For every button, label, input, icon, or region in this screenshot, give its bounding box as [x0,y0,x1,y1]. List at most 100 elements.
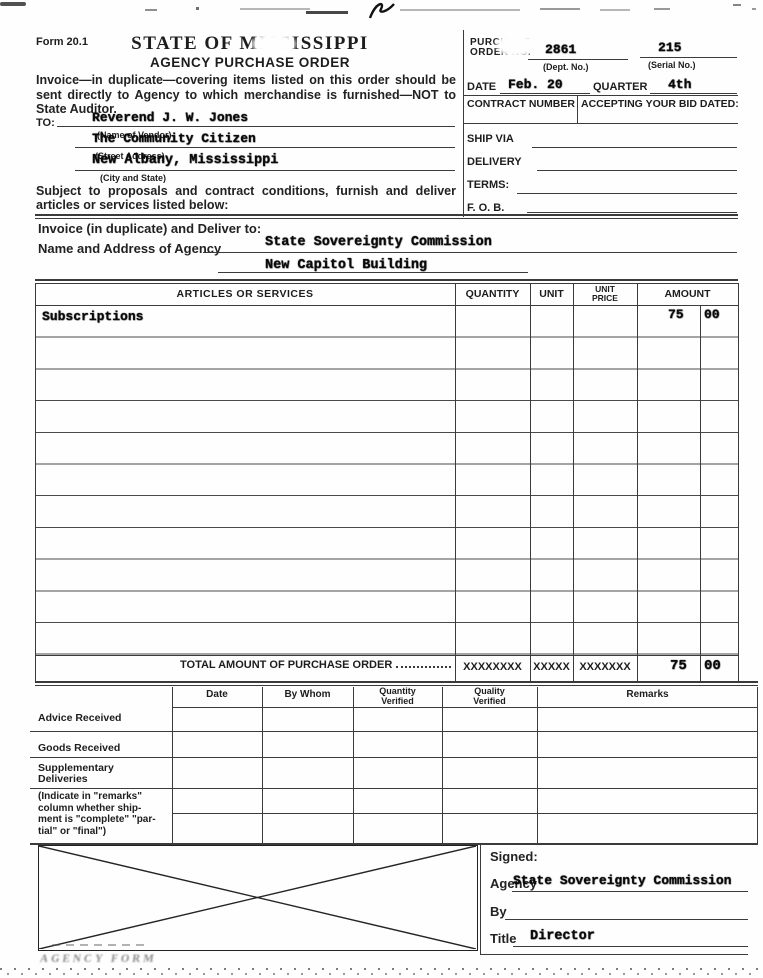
verification-header-underline [172,707,758,708]
voided-box [38,845,478,951]
scan-artifact [240,8,310,10]
amount-col-line [637,283,638,682]
quarter-value: 4th [668,77,692,92]
verification-quantity-header: Quantity Verified [379,686,416,706]
scan-artifact [145,9,157,11]
dotted-leader [396,666,451,668]
verification-col-line [172,687,173,844]
signature-title-label: Title [490,931,517,946]
item-amount-cents: 00 [704,307,720,322]
signature-box-left-border [480,845,481,955]
delivery-line [537,170,737,171]
items-table-right-border [738,283,739,682]
agency-address-line [218,272,528,273]
scan-squiggle [368,2,395,19]
items-table-top-border [35,279,738,281]
vendor-street-value: The Community Citizen [92,131,256,146]
scan-artifact [654,8,670,10]
verification-row-line [30,731,758,732]
agency-name-value: State Sovereignty Commission [265,235,492,250]
contract-number-label: CONTRACT NUMBER [467,98,575,110]
agency-form-stamp: AGENCY FORM [39,953,158,965]
scan-artifact [0,2,26,6]
total-unit-price-fill: XXXXXXX [579,661,631,673]
verification-bottom-line [30,843,758,845]
scan-white-blotch [496,33,536,57]
signature-agency-label: Agency [490,876,537,891]
section-divider [35,218,738,219]
verification-date-header: Date [206,689,228,700]
cents-divider-line [700,305,701,682]
contract-row-bottom-line [463,123,738,124]
articles-header: ARTICLES OR SERVICES [176,288,314,300]
quarter-line [650,93,737,94]
verification-row-line [172,813,758,814]
items-table-left-border [35,283,36,682]
item-description: Subscriptions [42,309,144,324]
vendor-name-caption: (Name of Vendor) [97,130,172,140]
total-amount-dollars: 75 [670,658,687,674]
invoice-instructions: Invoice—in duplicate—covering items list… [36,73,456,116]
ship-via-line [532,147,737,148]
vendor-city-caption: (City and State) [100,173,167,183]
amount-header: AMOUNT [664,288,711,300]
total-quantity-fill: XXXXXXXX [463,661,522,673]
scan-artifact [400,9,520,11]
dept-no-line [528,59,628,60]
subject-text: Subject to proposals and contract condit… [36,184,456,212]
goods-received-label: Goods Received [38,742,121,754]
unit-price-col-line [573,283,574,682]
signature-title-value: Director [530,929,595,944]
cross-out-x [39,846,476,949]
verification-col-line [353,687,354,844]
advice-received-label: Advice Received [38,712,122,724]
scan-artifact [600,9,630,11]
agency-address-value: New Capitol Building [265,258,428,273]
serial-no-line [640,57,737,58]
supplementary-deliveries-label: Supplementary Deliveries [38,762,114,785]
date-value: Feb. 20 [508,77,563,92]
vendor-name-value: Reverend J. W. Jones [92,110,249,125]
terms-line [517,193,737,194]
to-label: TO: [36,117,55,129]
page-title: STATE OF MISSISSIPPI [131,33,369,54]
items-table-bottom-border [35,681,758,683]
contract-row-top-line [463,95,738,96]
date-label: DATE [467,81,497,93]
vendor-name-line [57,126,455,127]
deliver-to-text: Invoice (in duplicate) and Deliver to: [38,221,262,236]
form-number: Form 20.1 [36,36,88,48]
remarks-note: (Indicate in "remarks" column whether sh… [38,791,156,837]
page-subtitle: AGENCY PURCHASE ORDER [149,55,351,70]
signature-by-line [505,919,748,920]
dept-no-caption: (Dept. No.) [543,62,589,72]
total-row-top-line [35,655,738,656]
verification-row-line [30,757,758,758]
verification-quality-header: Quality Verified [473,686,506,706]
verification-by-whom-header: By Whom [284,689,331,700]
signature-agency-value: State Sovereignty Commission [513,873,732,888]
signature-box-bottom-line [480,954,748,955]
scan-artifact [733,4,741,6]
vendor-street-line [75,147,455,148]
section-divider [35,214,738,216]
contract-row-divider [577,95,578,123]
quantity-header: QUANTITY [465,288,520,300]
scan-artifact [752,8,756,10]
delivery-label: DELIVERY [467,156,522,168]
signature-by-label: By [490,904,507,919]
item-amount-dollars: 75 [668,307,684,322]
verification-remarks-header: Remarks [626,689,669,700]
serial-no-caption: (Serial No.) [648,60,696,70]
signed-label: Signed: [490,849,538,864]
vendor-street-caption: (Street Address) [95,151,165,161]
scan-white-blotch [252,33,296,55]
terms-label: TERMS: [467,179,510,191]
date-line [500,93,590,94]
scan-artifact [306,11,348,14]
items-table-bottom-border [35,685,758,686]
total-amount-cents: 00 [704,658,721,674]
total-label-row: TOTAL AMOUNT OF PURCHASE ORDER [180,659,453,671]
accepting-bid-label: ACCEPTING YOUR BID DATED: [581,98,739,110]
